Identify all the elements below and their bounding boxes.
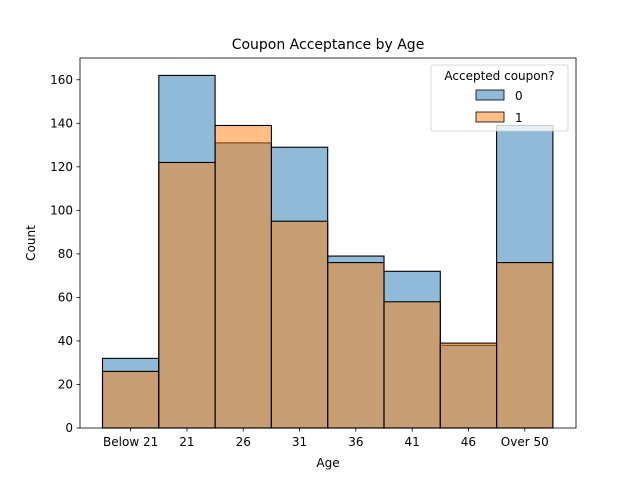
bar-series-1-below-21 [101, 370, 160, 429]
legend-swatch-0 [475, 89, 505, 101]
x-axis-label: Age [316, 456, 339, 470]
x-axis: Below 21 21 26 31 36 41 46 Over 50 [103, 428, 549, 449]
y-tick-label: 160 [50, 73, 73, 87]
x-tick-label: 46 [461, 435, 476, 449]
y-tick-label: 20 [58, 377, 73, 391]
legend-label-1: 1 [515, 111, 523, 125]
y-tick-label: 0 [65, 421, 73, 435]
x-tick-label: 36 [348, 435, 363, 449]
bar-series-1-46 [439, 342, 498, 429]
y-tick-label: 120 [50, 160, 73, 174]
y-tick-label: 80 [58, 247, 73, 261]
chart-title: Coupon Acceptance by Age [232, 37, 425, 53]
x-tick-label: 26 [236, 435, 251, 449]
legend-title: Accepted coupon? [444, 69, 554, 83]
bar-series-1-31 [270, 220, 329, 429]
x-tick-label: Below 21 [103, 435, 158, 449]
y-tick-label: 100 [50, 203, 73, 217]
bar-series-1-21 [158, 161, 216, 429]
y-tick-label: 60 [58, 290, 73, 304]
bar-series-1-41 [383, 301, 441, 429]
x-tick-label: 31 [292, 435, 307, 449]
y-tick-label: 40 [58, 334, 73, 348]
y-axis: 0 20 40 60 80 100 120 140 160 [50, 73, 80, 435]
y-tick-label: 140 [50, 116, 73, 130]
x-tick-label: Over 50 [501, 435, 549, 449]
bar-series-1-over-50 [496, 262, 554, 429]
legend: Accepted coupon? 0 1 [430, 64, 569, 132]
bar-series-1-26 [214, 124, 272, 429]
plot-frame [79, 57, 577, 429]
x-tick-label: 21 [179, 435, 194, 449]
bar-series-1-36 [327, 262, 385, 429]
x-tick-label: 41 [405, 435, 420, 449]
legend-label-0: 0 [515, 89, 523, 103]
bars-layer [101, 74, 554, 429]
y-axis-label: Count [24, 225, 38, 261]
legend-swatch-1 [475, 111, 505, 123]
